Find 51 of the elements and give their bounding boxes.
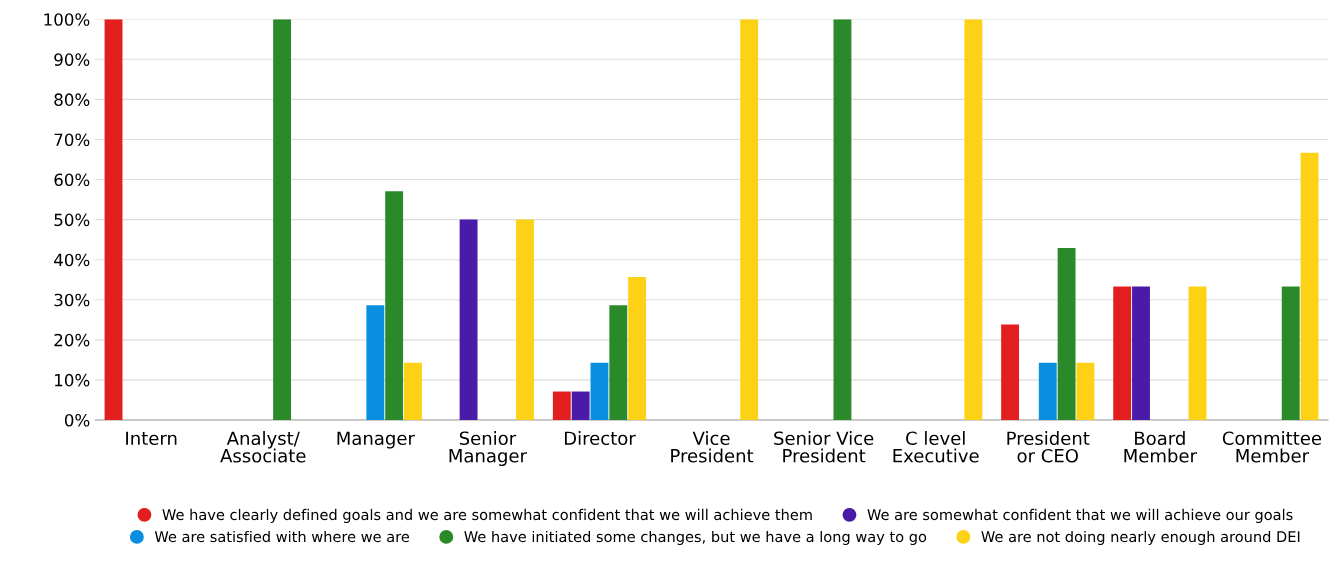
y-tick-label: 10% bbox=[55, 373, 90, 387]
bar bbox=[964, 19, 983, 420]
bar bbox=[628, 276, 647, 420]
x-tick-label: Intern bbox=[126, 431, 177, 446]
y-tick-label: 60% bbox=[54, 173, 90, 187]
x-tick-label: President or CEO bbox=[1007, 431, 1090, 463]
bar bbox=[740, 19, 759, 420]
bar bbox=[385, 191, 404, 420]
x-tick-label: Vice President bbox=[671, 431, 754, 463]
bar bbox=[404, 362, 422, 420]
y-tick-label: 40% bbox=[54, 253, 90, 267]
legend-label: We have initiated some changes, but we have a long way to go bbox=[464, 530, 927, 546]
bar bbox=[273, 19, 292, 420]
legend-label: We are somewhat confident that we will achieve our goals bbox=[867, 508, 1293, 523]
bar bbox=[1300, 152, 1319, 420]
x-tick-label: Committee Member bbox=[1222, 431, 1322, 463]
x-tick-label: Director bbox=[564, 431, 636, 446]
legend-label: We are satisfied with where we are bbox=[154, 530, 410, 543]
bar bbox=[1001, 324, 1020, 420]
bar bbox=[1281, 286, 1300, 420]
bar bbox=[516, 219, 534, 420]
y-tick-label: 70% bbox=[54, 133, 90, 147]
legend-label: We have clearly defined goals and we are somewhat confident that we will achieve them bbox=[162, 508, 812, 523]
bar bbox=[1038, 362, 1057, 420]
bar bbox=[571, 391, 590, 420]
y-tick-label: 80% bbox=[54, 93, 90, 106]
bar bbox=[1132, 286, 1150, 420]
bar bbox=[366, 305, 385, 420]
bar bbox=[609, 305, 628, 420]
bar bbox=[1076, 362, 1095, 420]
y-tick-label: 90% bbox=[54, 53, 90, 66]
bar bbox=[104, 19, 123, 420]
bar bbox=[459, 219, 478, 420]
bar bbox=[833, 19, 852, 420]
y-tick-label: 100% bbox=[44, 13, 90, 26]
legend-label: We are not doing nearly enough around DEI bbox=[981, 530, 1300, 546]
x-tick-label: Board Member bbox=[1124, 431, 1197, 463]
x-tick-label: Senior Vice President bbox=[774, 431, 874, 463]
bar bbox=[1188, 286, 1207, 420]
bar bbox=[1113, 286, 1132, 420]
bar bbox=[1057, 248, 1076, 420]
y-tick-label: 0% bbox=[64, 413, 90, 427]
x-tick-label: Senior Manager bbox=[449, 431, 527, 467]
bar bbox=[590, 362, 609, 420]
x-tick-label: Manager bbox=[337, 431, 415, 449]
bar bbox=[552, 391, 571, 420]
y-tick-label: 20% bbox=[54, 333, 90, 347]
y-tick-label: 30% bbox=[54, 293, 90, 307]
x-tick-label: Analyst/ Associate bbox=[220, 431, 306, 463]
x-tick-label: C level Executive bbox=[893, 431, 979, 463]
y-tick-label: 50% bbox=[54, 213, 90, 227]
